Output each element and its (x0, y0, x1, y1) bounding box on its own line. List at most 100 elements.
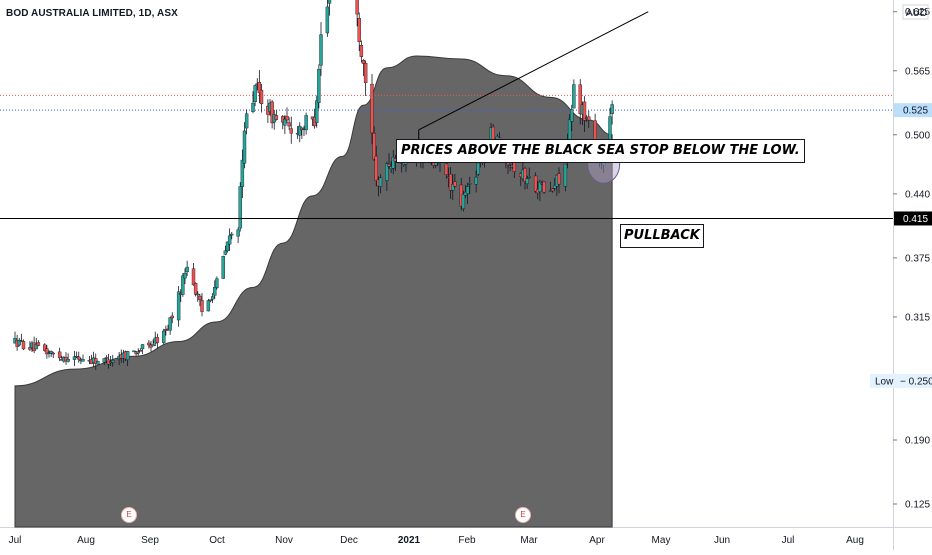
candle-body (550, 188, 555, 192)
candle-body (96, 361, 100, 365)
candle-body (136, 351, 140, 354)
price-tick-label: 0.565 (905, 66, 930, 77)
earnings-marker[interactable]: E (121, 507, 137, 523)
candle-body (51, 352, 55, 355)
candle-body (242, 130, 247, 164)
candle-body (570, 109, 574, 122)
candle-body (370, 83, 374, 134)
candle-body (236, 229, 240, 237)
candle-body (533, 175, 538, 192)
candle-body (563, 163, 568, 187)
time-axis-ticks: Jul Aug Sep Oct Nov Dec 2021 Feb Mar Apr May Jun Jul… (9, 535, 864, 546)
candle-body (17, 339, 21, 346)
time-tick-label: Sep (141, 535, 159, 546)
candle-body (315, 100, 319, 123)
candle-body (512, 161, 517, 172)
candle-body (327, 0, 332, 4)
candle-body (198, 295, 202, 301)
low-badge-label: Low (875, 376, 894, 387)
candle-body (170, 315, 174, 319)
callout-annotation[interactable]: PRICES ABOVE THE BLACK SEA STOP BELOW TH… (396, 139, 805, 163)
last-price-badge: 0.525 (903, 106, 928, 117)
candle-body (225, 241, 230, 252)
candle-body (140, 344, 145, 350)
candle-body (289, 128, 293, 134)
earnings-marker[interactable]: E (515, 507, 531, 523)
candle-body (125, 351, 130, 361)
support-badge: 0.415 (903, 214, 928, 225)
candle-body (238, 186, 242, 229)
time-tick-label: Mar (520, 535, 538, 546)
last-price-badge-bg (894, 103, 932, 118)
candle-body (72, 356, 77, 360)
candle-body (385, 163, 389, 181)
candle-body (155, 337, 160, 343)
candle-body (372, 132, 376, 160)
candle-body (325, 6, 330, 34)
candle-body (378, 177, 383, 187)
candle-body (274, 115, 279, 120)
candle-body (45, 348, 49, 355)
price-tick-label: 0.315 (905, 312, 930, 323)
low-badge-bg (870, 373, 932, 388)
candle-body (553, 185, 557, 189)
candle-body (610, 104, 614, 115)
candle-body (34, 343, 38, 350)
candle-body (200, 300, 204, 312)
candle-body (253, 85, 257, 102)
candle-body (28, 347, 32, 350)
candle-body (251, 102, 255, 112)
candle-body (523, 168, 527, 182)
time-tick-label: Jun (714, 535, 730, 546)
candle-body (81, 359, 85, 362)
time-tick-label: May (652, 535, 671, 546)
currency-box (902, 4, 929, 20)
candle-body (298, 125, 302, 136)
candle-body (468, 183, 472, 185)
candle-body (542, 181, 546, 193)
candle-body (270, 101, 274, 124)
candle-body (168, 317, 172, 331)
candle-body (363, 63, 368, 83)
candle-body (43, 344, 47, 351)
candle-body (374, 155, 378, 181)
candle-body (361, 60, 366, 64)
candle-body (104, 357, 109, 359)
candle-body (132, 350, 136, 353)
candle-body (206, 300, 211, 312)
candle-body (227, 235, 232, 245)
time-tick-label: Feb (458, 535, 476, 546)
time-tick-label: Nov (275, 535, 293, 546)
candle-body (57, 351, 62, 359)
candle-body (66, 359, 70, 362)
candle-body (525, 178, 529, 184)
candle-body (355, 0, 359, 15)
candle-body (572, 84, 576, 109)
trendline (418, 11, 649, 131)
candle-body (210, 296, 215, 300)
candle-body (506, 162, 510, 166)
candle-body (77, 356, 81, 360)
candle-body (193, 282, 198, 295)
low-badge-value: − 0.250 (900, 376, 932, 387)
pullback-annotation[interactable]: PULLBACK (620, 224, 704, 248)
candle-body (283, 118, 287, 126)
time-tick-label: Jul (782, 535, 795, 546)
candle-body (196, 293, 200, 296)
candle-body (359, 45, 364, 57)
time-tick-label: Aug (846, 535, 864, 546)
candle-body (285, 115, 289, 121)
candle-body (36, 342, 41, 346)
candle-body (208, 299, 213, 302)
candle-body (223, 250, 228, 255)
candle-body (240, 159, 245, 187)
time-tick-label: Apr (589, 535, 605, 546)
price-tick-label: 0.500 (905, 130, 930, 141)
candle-body (538, 181, 542, 193)
time-tick-label: Jul (9, 535, 22, 546)
candle-body (451, 184, 455, 191)
candle-body (230, 233, 234, 236)
time-tick-label: Dec (340, 535, 358, 546)
